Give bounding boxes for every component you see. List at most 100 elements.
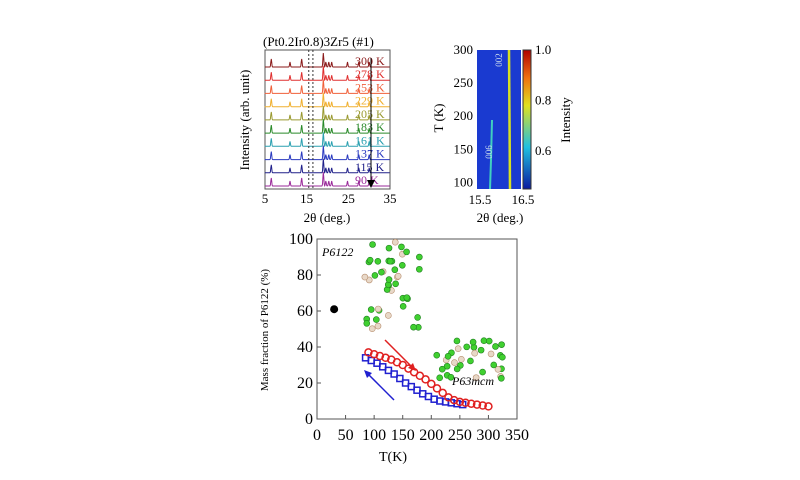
legend-label: 137 K (355, 147, 385, 161)
data-point-red (472, 400, 482, 409)
x-tick-label: 0 (313, 427, 321, 444)
atom (403, 248, 410, 256)
annotation-P6122: P6122 (321, 245, 353, 259)
atom (368, 325, 376, 333)
atom (487, 350, 495, 358)
atom (438, 365, 446, 373)
heating-arrow-head (408, 363, 416, 371)
data-point-red (421, 375, 430, 384)
arrow-head (367, 180, 375, 188)
atom (371, 272, 379, 279)
atom (392, 280, 399, 288)
x-tick-label: 15 (300, 191, 313, 206)
y-tick-label: 150 (454, 141, 474, 156)
atom (451, 359, 458, 366)
x-tick-label: 5 (262, 191, 269, 206)
colorbar-tick-label: 0.6 (535, 143, 552, 158)
atom (391, 266, 399, 274)
spectrum-115K (264, 158, 390, 174)
spectrum-229K (264, 92, 390, 108)
heatmap (477, 50, 521, 189)
atom (458, 356, 465, 363)
atom (444, 352, 452, 360)
data-point-blue (390, 370, 398, 378)
atom (399, 261, 406, 269)
atom (490, 361, 498, 369)
atom (403, 294, 411, 301)
atom (416, 265, 423, 273)
data-point-red (461, 398, 470, 408)
atom (479, 368, 486, 376)
spectrum-253K (264, 79, 390, 95)
plot-title: (Pt0.2Ir0.8)3Zr5 (#1) (263, 34, 374, 49)
data-point-red (364, 348, 373, 357)
data-point-black (330, 305, 339, 314)
atom (399, 303, 407, 310)
atom (374, 305, 382, 313)
atom (447, 373, 455, 381)
x-tick-label: 250 (448, 427, 472, 444)
spectrum-300K (265, 52, 390, 68)
atom (398, 243, 405, 251)
atom (463, 343, 471, 351)
data-point-red (438, 388, 447, 398)
atom (361, 273, 369, 281)
data-point-red (427, 379, 436, 389)
data-point-red (467, 399, 476, 408)
y-tick-label: 40 (297, 339, 313, 356)
spectrum-278K (264, 66, 390, 82)
atom (494, 365, 502, 373)
y-tick-label: 300 (454, 42, 474, 57)
x-tick-label: 50 (338, 427, 354, 444)
y-tick-label: 80 (297, 267, 313, 284)
cooling-arrow (365, 371, 395, 401)
atom (454, 345, 462, 352)
spectrum-137K (264, 145, 390, 161)
atom (366, 256, 374, 264)
atom (436, 374, 443, 382)
data-point-red (375, 351, 385, 361)
plot-frame (316, 238, 518, 420)
y-tick-label: 100 (454, 174, 474, 189)
legend-label: 253 K (355, 80, 385, 94)
atom (385, 312, 392, 319)
cooling-arrow-head (364, 370, 372, 378)
atom (453, 365, 461, 373)
x-tick-label: 200 (419, 427, 443, 444)
atom (414, 314, 421, 321)
y-axis-label: Mass fraction of P6122 (%) (259, 269, 271, 392)
x-tick-label: 350 (505, 427, 529, 444)
data-point-red (432, 384, 442, 393)
atom (477, 346, 485, 354)
data-point-red (369, 349, 379, 359)
atom (369, 241, 376, 248)
legend-label: 161 K (355, 133, 385, 147)
atom (374, 258, 382, 265)
y-tick-label: 100 (289, 231, 313, 248)
data-point-red (478, 401, 487, 410)
atom (386, 257, 394, 265)
spectrum-205K (264, 105, 390, 121)
atom (363, 320, 371, 327)
legend-label: 115 K (355, 160, 385, 174)
peak-002 (507, 49, 512, 190)
y-tick-label: 0 (305, 411, 313, 428)
atom (394, 272, 402, 280)
data-point-red (455, 397, 465, 407)
atom (410, 323, 417, 331)
atom (485, 337, 493, 345)
atom (499, 353, 506, 361)
atom (367, 306, 375, 313)
spectrum-183K (264, 119, 390, 135)
annotation-006: 006 (484, 145, 494, 159)
x-tick-label: 16.5 (512, 192, 535, 207)
y-tick-label: 60 (297, 303, 313, 320)
atom (373, 316, 380, 323)
colorbar-tick-label: 0.8 (535, 93, 551, 108)
data-point-blue (396, 374, 404, 383)
colorbar-tick-label: 1.0 (535, 42, 551, 57)
x-tick-label: 150 (391, 427, 415, 444)
atom (469, 338, 477, 346)
atom (498, 374, 505, 382)
